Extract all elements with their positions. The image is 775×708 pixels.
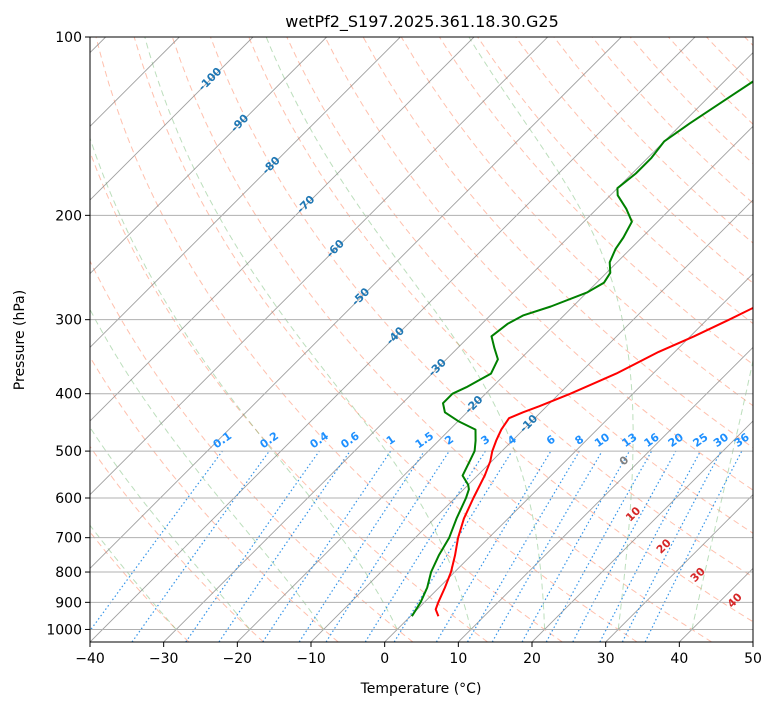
x-tick-label: 50	[744, 651, 762, 667]
y-axis-label: Pressure (hPa)	[12, 290, 28, 390]
x-tick-label: 0	[380, 651, 389, 667]
mixing-ratio-line	[572, 450, 677, 642]
background-lines	[90, 37, 753, 642]
moist-adiabat	[90, 308, 324, 630]
mixing-ratio-line	[131, 450, 270, 642]
mixing-ratio-line	[325, 450, 450, 642]
dewpoint-profile-line	[411, 80, 753, 617]
temperature-profile-line	[434, 306, 753, 617]
isotherm-line	[90, 37, 696, 642]
mixing-ratio-line	[298, 450, 425, 642]
y-tick-label: 700	[55, 531, 82, 547]
mixing-ratio-line	[218, 450, 351, 642]
y-tick-label: 800	[55, 565, 82, 581]
x-tick-label: 30	[597, 651, 615, 667]
mixing-ratio-line	[644, 450, 743, 642]
mixing-ratio-line	[393, 450, 513, 642]
mixing-ratio-line	[262, 450, 392, 642]
moist-adiabat	[90, 426, 251, 630]
y-tick-label: 300	[55, 313, 82, 329]
isotherm-line	[90, 37, 475, 422]
y-tick-label: 600	[55, 491, 82, 507]
x-tick-label: −20	[223, 651, 253, 667]
x-tick-label: 20	[523, 651, 541, 667]
y-tick-label: 500	[55, 444, 82, 460]
plot-frame	[89, 36, 754, 643]
axes: −40 −30 −20 −10 0 10 20 30 40 50 1000 900 800 700 600 5…	[46, 30, 762, 667]
x-tick-label: −10	[296, 651, 326, 667]
y-tick-label: 200	[55, 208, 82, 224]
mixing-ratio-line	[545, 450, 653, 642]
y-tick-label: 400	[55, 387, 82, 403]
x-tick-label: 40	[670, 651, 688, 667]
isotherm-line	[237, 125, 753, 642]
isotherm-line	[90, 37, 401, 348]
dry-adiabat	[324, 37, 753, 491]
y-tick-label: 100	[55, 30, 82, 46]
dry-adiabat	[133, 37, 638, 642]
dry-adiabat	[90, 445, 264, 642]
x-tick-label: −30	[149, 651, 179, 667]
x-tick-label: 10	[449, 651, 467, 667]
x-axis-label: Temperature (°C)	[360, 681, 482, 697]
dry-adiabat	[210, 37, 753, 623]
moist-adiabat	[90, 136, 398, 630]
chart-title: wetPf2_S197.2025.361.18.30.G25	[285, 12, 559, 32]
mixing-ratio-line	[90, 450, 223, 632]
isotherm-line	[90, 37, 254, 201]
dry-adiabat	[90, 356, 339, 642]
dry-adiabat	[90, 259, 414, 642]
moist-adiabat	[265, 37, 546, 630]
moist-adiabat	[144, 37, 472, 630]
isotherm-line	[531, 420, 753, 642]
dry-adiabat	[286, 37, 753, 534]
moist-adiabat	[468, 37, 634, 630]
dry-adiabat	[171, 37, 712, 642]
isotherm-line	[90, 37, 622, 569]
dry-adiabat	[248, 37, 753, 578]
profile-series	[411, 80, 753, 617]
isotherm-line	[90, 37, 327, 275]
x-tick-label: −40	[75, 651, 105, 667]
y-tick-label: 900	[55, 595, 82, 611]
mixing-ratio-line	[521, 450, 631, 642]
isotherm-line	[310, 199, 753, 642]
dry-adiabat	[95, 37, 563, 642]
dry-adiabat	[515, 37, 753, 284]
mixing-ratio-line	[185, 450, 320, 642]
isotherm-line	[458, 346, 753, 642]
moist-adiabat	[691, 358, 753, 630]
isotherm-line	[605, 494, 753, 642]
y-tick-label: 1000	[46, 622, 82, 638]
isotherm-line	[90, 37, 548, 496]
